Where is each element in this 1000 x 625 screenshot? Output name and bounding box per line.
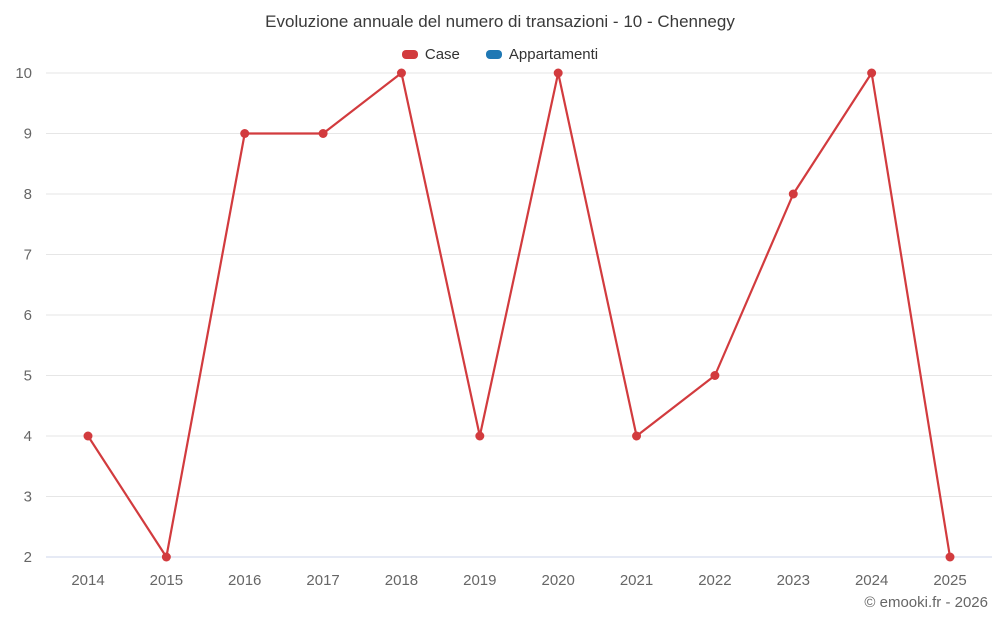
- x-axis-tick-label: 2014: [71, 572, 104, 589]
- series-line: [87, 71, 952, 559]
- y-axis-tick-label: 3: [24, 489, 32, 506]
- data-point-marker[interactable]: [788, 189, 798, 199]
- y-axis-tick-label: 10: [15, 65, 32, 82]
- data-point-marker[interactable]: [867, 68, 877, 78]
- x-axis-tick-label: 2024: [855, 572, 888, 589]
- y-axis-tick-label: 4: [24, 428, 32, 445]
- x-axis-tick-label: 2021: [620, 572, 653, 589]
- y-axis-tick-label: 9: [24, 126, 32, 143]
- y-axis-tick-label: 2: [24, 549, 32, 566]
- data-point-marker[interactable]: [475, 431, 485, 441]
- data-point-marker[interactable]: [632, 431, 642, 441]
- x-axis-tick-label: 2020: [541, 572, 574, 589]
- legend-item-appartamenti[interactable]: Appartamenti: [485, 46, 599, 63]
- data-point-marker[interactable]: [396, 68, 406, 78]
- y-axis-tick-label: 6: [24, 307, 32, 324]
- x-axis-tick-label: 2023: [777, 572, 810, 589]
- data-point-marker[interactable]: [240, 129, 250, 138]
- x-axis-tick-label: 2019: [463, 572, 496, 589]
- chart-legend: Case Appartamenti: [0, 46, 1000, 63]
- data-point-marker[interactable]: [318, 129, 328, 138]
- legend-item-case[interactable]: Case: [401, 46, 460, 63]
- x-axis-tick-label: 2016: [228, 572, 261, 589]
- x-axis-tick-label: 2025: [933, 572, 966, 589]
- data-point-marker[interactable]: [553, 68, 563, 78]
- data-point-marker[interactable]: [945, 552, 955, 562]
- data-point-marker[interactable]: [83, 431, 93, 441]
- y-axis-tick-label: 7: [24, 247, 32, 264]
- chart-title: Evoluzione annuale del numero di transaz…: [265, 12, 735, 31]
- data-point-marker[interactable]: [161, 552, 171, 562]
- x-axis-tick-label: 2018: [385, 572, 418, 589]
- y-axis-tick-label: 8: [24, 186, 32, 203]
- copyright-text: © emooki.fr - 2026: [864, 594, 988, 611]
- legend-label-appartamenti: Appartamenti: [508, 46, 599, 63]
- y-axis-tick-label: 5: [24, 368, 32, 385]
- legend-swatch: [485, 50, 502, 59]
- legend-label-case: Case: [424, 46, 460, 63]
- x-axis-tick-label: 2022: [698, 572, 731, 589]
- data-point-marker[interactable]: [710, 371, 720, 380]
- x-axis-tick-label: 2017: [306, 572, 339, 589]
- x-axis-tick-label: 2015: [150, 572, 183, 589]
- legend-swatch: [401, 50, 418, 59]
